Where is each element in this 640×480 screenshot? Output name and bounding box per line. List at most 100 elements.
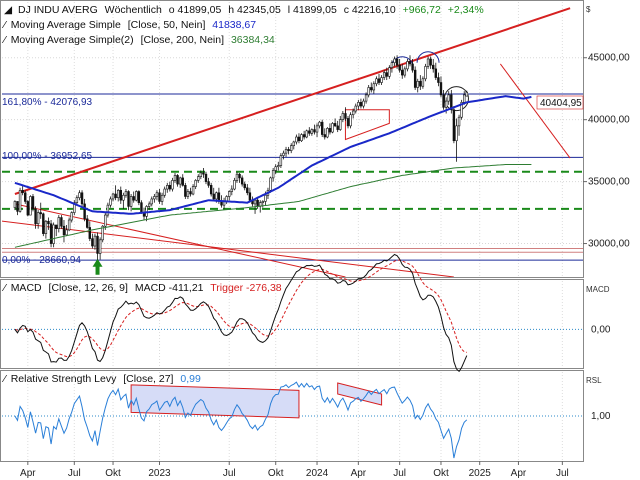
candle-body: [137, 191, 141, 203]
candle-body: [282, 152, 285, 156]
candle-body: [455, 125, 458, 142]
macd-trigger: Trigger -276,38: [210, 282, 282, 294]
ma50-collapse-icon[interactable]: ⁄: [1, 19, 8, 31]
grid: [2, 2, 583, 460]
candle-body: [408, 61, 412, 65]
candle-body: [104, 214, 107, 227]
candle-body: [465, 91, 469, 97]
candle-body: [168, 185, 172, 190]
candle-body: [333, 123, 337, 127]
rsl-tick-label: 1,00: [591, 411, 611, 422]
ma200-line: [14, 164, 532, 248]
open-value: o 41899,05: [169, 4, 222, 16]
close-value: c 42216,10: [344, 4, 396, 16]
price-tick-label: 40000,00: [588, 115, 630, 126]
candle-body: [80, 192, 84, 205]
macd-line: [14, 253, 468, 373]
candle-body: [26, 201, 30, 216]
rsl-collapse-icon[interactable]: ⁄: [1, 373, 8, 385]
candle-body: [388, 67, 391, 77]
time-tick-label: Jul: [223, 468, 236, 479]
candle-body: [395, 58, 399, 66]
candle-body: [75, 197, 79, 203]
candle-series: [13, 55, 469, 260]
candle-body: [34, 208, 37, 225]
candle-body: [186, 191, 190, 197]
candle-body: [359, 102, 363, 107]
candle-body: [197, 176, 200, 181]
candle-body: [271, 170, 275, 179]
candle-body: [248, 192, 252, 201]
candle-body: [163, 188, 166, 196]
candle-body: [39, 212, 42, 215]
macd-collapse-icon[interactable]: ⁄: [1, 282, 8, 294]
candle-body: [318, 121, 321, 127]
candle-body: [204, 173, 208, 182]
candle-body: [264, 194, 267, 202]
candle-body: [16, 201, 19, 212]
candle-body: [171, 180, 174, 190]
candle-body: [98, 239, 102, 254]
candle-body: [277, 165, 280, 168]
time-tick-label: 2025: [469, 468, 492, 479]
moving-averages: [14, 95, 532, 248]
candle-body: [460, 102, 463, 118]
shoulder-arc-2: [416, 51, 440, 63]
candle-body: [184, 185, 187, 197]
rsl-header: ⁄ Relative Strength Levy [Close, 27] 0,9…: [1, 373, 201, 385]
candle-body: [292, 141, 295, 146]
candle-body: [202, 172, 205, 175]
fib-label-161: 161,80% - 42076,93: [2, 97, 93, 108]
candle-body: [212, 193, 215, 200]
macd-header: ⁄ MACD [Close, 12, 26, 9] MACD -411,21 T…: [1, 282, 282, 294]
candle-body: [57, 217, 61, 229]
candle-body: [274, 166, 277, 171]
axes: 30000,00 35000,00 40000,00 45000,00 Apr Jul Ok…: [20, 53, 630, 479]
candle-body: [341, 113, 345, 120]
ma50-value: 41838,67: [212, 19, 256, 31]
candle-body: [166, 185, 169, 190]
candle-body: [246, 187, 249, 194]
time-tick-label: 2024: [306, 468, 329, 479]
rsl-channel-2: [337, 382, 383, 406]
time-tick-label: Jul: [68, 468, 81, 479]
candle-body: [390, 62, 394, 68]
candle-body: [328, 128, 332, 133]
candle-body: [295, 136, 298, 143]
candle-body: [42, 213, 45, 234]
candle-body: [354, 105, 357, 112]
candle-body: [261, 201, 265, 203]
candle-body: [300, 134, 303, 142]
macd-name: MACD: [11, 282, 42, 294]
collapse-icon[interactable]: ◢: [4, 4, 13, 16]
consolidation-box: [344, 109, 390, 141]
candle-body: [346, 118, 350, 127]
candle-body: [432, 64, 435, 70]
candle-body: [135, 191, 138, 201]
candle-body: [290, 145, 293, 151]
candle-body: [93, 235, 97, 247]
price-tick-label: 45000,00: [588, 53, 630, 64]
candle-body: [403, 68, 407, 76]
candle-body: [401, 69, 404, 76]
time-tick-label: Okt: [268, 468, 284, 479]
candle-body: [106, 204, 110, 216]
candle-body: [385, 72, 388, 77]
candle-body: [228, 191, 231, 197]
interval: Wöchentlich: [105, 4, 162, 16]
ma200-collapse-icon[interactable]: ⁄: [1, 34, 8, 46]
time-tick-label: Okt: [433, 468, 449, 479]
candle-body: [357, 102, 360, 107]
candle-body: [238, 173, 241, 179]
fib-label-0: 0,00% - 28660,94: [2, 255, 81, 266]
candle-body: [101, 225, 104, 241]
candle-body: [60, 217, 63, 227]
candle-body: [344, 113, 347, 119]
candle-body: [189, 191, 192, 195]
ma200-header: ⁄ Moving Average Simple(2) [Close, 200, …: [1, 34, 275, 46]
upper-trend-line: [14, 7, 571, 195]
time-tick-label: Okt: [105, 468, 121, 479]
candle-body: [442, 94, 445, 108]
candle-body: [129, 196, 133, 207]
candle-body: [450, 94, 453, 111]
